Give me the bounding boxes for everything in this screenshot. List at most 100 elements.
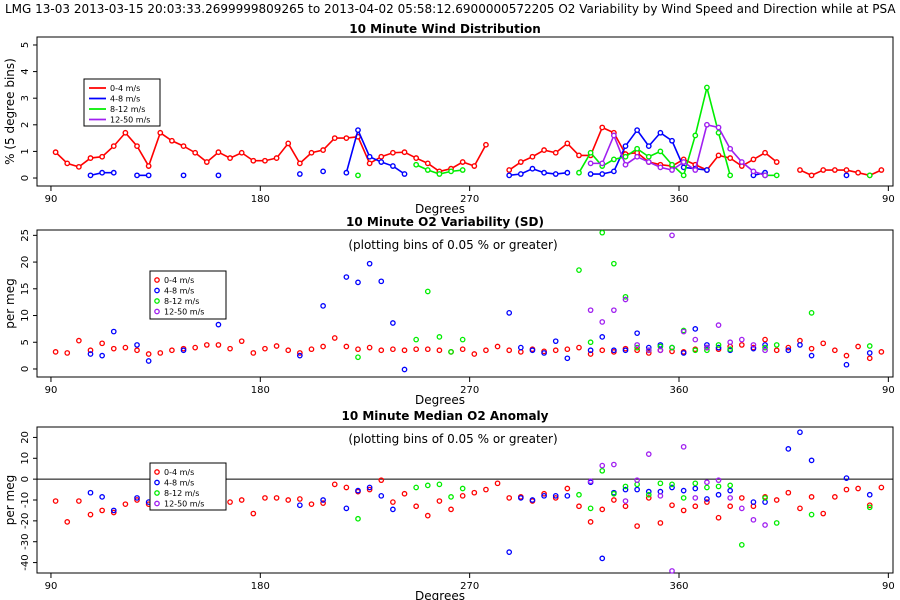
data-point [704,342,710,348]
legend-entry-label: 12-50 m/s [110,116,150,125]
data-point [157,350,164,356]
panel-wind-distribution: 10 Minute Wind Distribution 90 180 270 360 90… [3,22,895,216]
data-point [704,347,710,354]
data-point [180,143,187,149]
data-point [634,342,640,348]
data-point [587,519,594,525]
data-point [366,484,373,491]
data-point [355,172,361,179]
data-point [762,495,768,501]
data-point [866,491,873,498]
data-point [727,155,734,161]
series-8-12-m-s [355,84,873,179]
data-point [436,334,443,340]
data-point [611,347,617,354]
data-point [471,489,478,496]
data-point [76,337,82,344]
series-line [508,126,778,172]
series-8-12-m-s [355,467,873,548]
data-point [343,484,350,491]
data-point [378,159,385,165]
data-point [599,555,606,562]
data-point [622,143,629,149]
data-point [645,153,652,160]
data-point [413,503,420,510]
data-point [250,157,257,164]
data-point [238,338,245,345]
x-tick-label: 360 [669,581,688,592]
data-point [587,478,594,485]
data-point [715,124,722,131]
data-point [808,494,815,500]
data-point [517,159,524,165]
data-point [669,344,675,351]
panel-title: 10 Minute Wind Distribution [349,22,540,36]
data-point [587,339,594,346]
x-tick-label: 360 [669,385,688,396]
data-point [610,132,617,139]
data-point [866,502,873,509]
x-tick-label: 270 [460,194,479,205]
y-tick-label: 25 [20,229,31,242]
data-point [541,147,547,153]
data-point [308,149,315,156]
data-point [401,149,408,156]
x-tick-label: 270 [460,581,479,592]
legend-marker-swatch [154,500,160,507]
data-point [552,495,559,501]
data-point [413,155,420,161]
data-point [145,163,152,169]
data-point [459,492,466,499]
y-tick-label: -10 [20,492,31,508]
data-point [564,492,571,499]
data-point [227,499,233,505]
data-point [87,155,94,161]
legend-entry-label: 0-4 m/s [164,276,194,285]
data-point [692,336,699,343]
data-point [738,505,745,512]
data-point [704,344,710,351]
data-point [587,505,594,512]
data-point [215,342,222,348]
series-line [509,167,568,177]
data-point [599,319,606,325]
legend-box [83,78,161,127]
y-axis-label: % (5 degree bins) [3,58,17,165]
data-point [587,307,594,314]
data-point [599,334,606,340]
data-point [634,145,641,152]
data-point [541,350,547,356]
data-point [320,500,326,506]
plot-note: (plotting bins of 0.05 % or greater) [348,238,557,252]
data-point [645,491,652,498]
data-point [855,169,862,176]
data-point [785,344,792,351]
data-point [87,351,94,357]
data-point [831,494,838,500]
data-point [657,164,664,171]
data-point [52,149,59,156]
data-point [634,153,641,160]
data-point [494,480,501,487]
data-point [820,340,827,347]
data-point [680,507,687,514]
data-point [355,487,361,494]
data-point [669,161,675,168]
data-point [448,506,454,513]
data-point [704,499,710,505]
data-point [843,361,850,368]
data-point [64,519,71,525]
y-tick-label: 10 [20,452,31,465]
data-point [355,279,361,286]
data-point [99,507,105,514]
data-point [87,511,94,518]
data-point [389,163,396,169]
data-point [285,497,292,503]
data-point [331,135,338,142]
data-point [622,486,629,493]
data-point [250,510,257,517]
data-point [145,172,152,179]
data-point [262,495,268,501]
data-point [808,511,815,518]
plot-frame [36,36,894,187]
